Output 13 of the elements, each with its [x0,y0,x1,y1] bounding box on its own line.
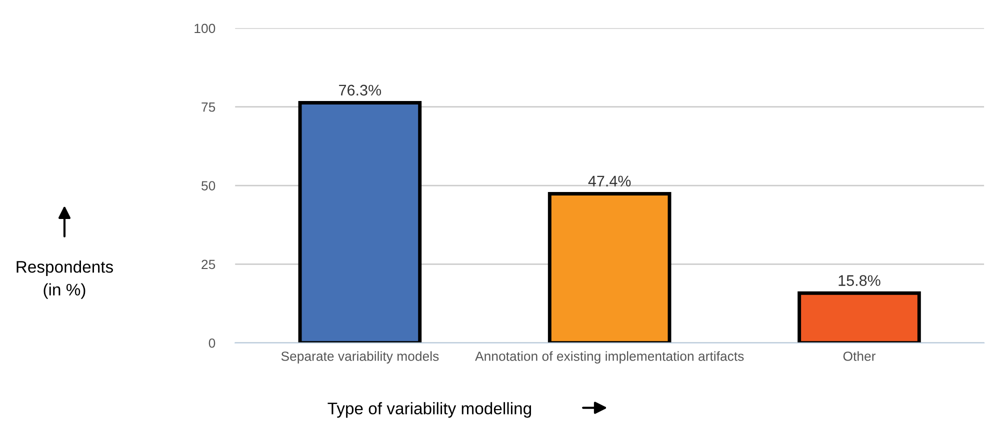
y-axis-title: Respondents (in %) [16,260,113,299]
x-axis-title: Type of variability modelling [328,402,532,418]
y-tick-label: 100 [194,24,216,34]
y-tick-label: 0 [208,338,216,348]
x-tick-label: Annotation of existing implementation artifacts [475,351,744,364]
data-label: 47.4% [588,176,631,186]
y-tick-label: 25 [202,260,216,270]
data-label: 15.8% [838,275,880,286]
data-label: 76.3% [339,84,382,96]
x-tick-label: Separate variability models [281,351,439,364]
y-tick-label: 75 [202,102,216,112]
y-tick-label: 50 [202,181,216,190]
x-tick-label: Other [843,351,876,361]
